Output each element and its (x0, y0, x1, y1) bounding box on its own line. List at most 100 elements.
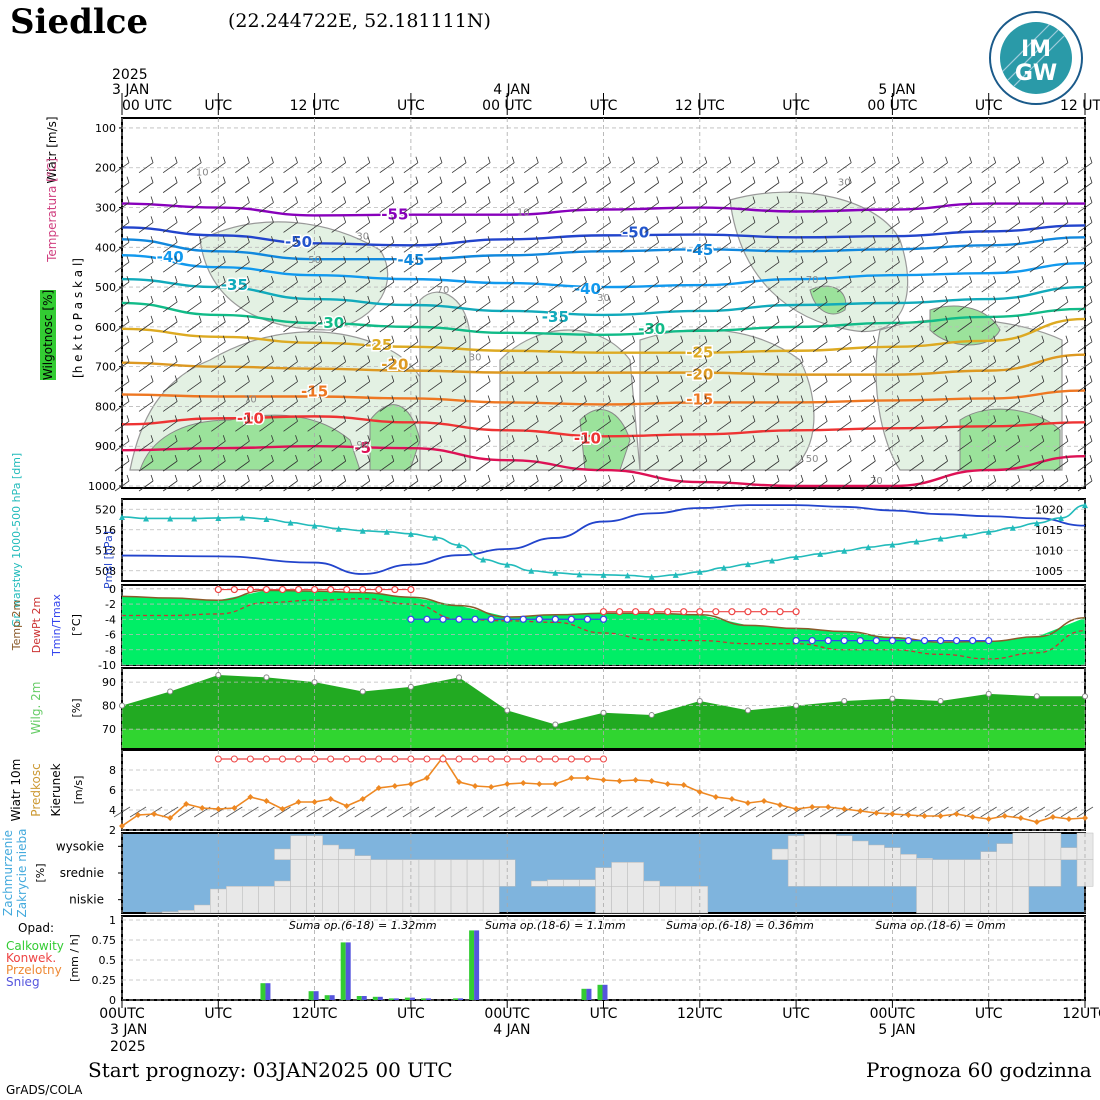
gust-marker (214, 755, 222, 763)
predkosc-label: Predkosc (29, 763, 43, 816)
tmin-line-marker (487, 615, 495, 623)
wind-barb (788, 202, 804, 213)
wind-barb-flag (222, 315, 226, 322)
wind-barb-flag (126, 256, 130, 263)
wind-barb (909, 361, 924, 372)
wind-barb-flag (367, 335, 371, 342)
wind-barb (138, 381, 154, 392)
wind-barb (668, 241, 683, 253)
wind-barb (716, 202, 732, 213)
wind-barb-flag (222, 196, 226, 203)
wind-barb-flag (198, 454, 202, 462)
wind-barb-flag (198, 216, 202, 223)
cloud-bar (226, 886, 243, 914)
wind-barb (451, 460, 467, 472)
wind-barb (211, 162, 226, 174)
temp-unit-label: [°C] (70, 614, 83, 636)
wind-barb (1077, 321, 1093, 333)
wind-barb (596, 301, 611, 313)
thickness-marker (1057, 514, 1064, 521)
gust-marker (230, 755, 238, 763)
wind-barb (716, 321, 732, 333)
wind-barb-flag (174, 275, 178, 283)
wind-barb-flag (319, 415, 322, 422)
wind-barb (788, 381, 804, 392)
wind-barb-flag (1041, 196, 1045, 203)
wind-barb (1029, 301, 1045, 313)
wind-barb (740, 321, 756, 333)
wind-barb (524, 222, 539, 233)
wind-barb (114, 460, 130, 472)
wind-barb-flag (993, 335, 997, 342)
wind-barb-flag (295, 315, 298, 322)
wind-barb (596, 202, 611, 213)
wind-barb (1053, 381, 1069, 392)
wind-barb (211, 460, 226, 472)
wind-speed-marker (728, 796, 735, 802)
wind-barb-flag (921, 256, 924, 263)
wind-barb-flag (632, 196, 635, 203)
wind-barb (162, 182, 178, 193)
wind-barb (716, 361, 732, 372)
wind-barb-flag (126, 295, 130, 303)
rh-marker (1082, 693, 1088, 700)
wind-barb (716, 460, 732, 472)
wind-barb (475, 341, 491, 353)
wind-barb-flag (150, 196, 154, 203)
wind-barb-flag (487, 216, 491, 223)
isotherm-label: -45 (686, 241, 713, 259)
wind-barb (764, 460, 780, 472)
wind-barb (620, 222, 635, 233)
wind-barb-flag (848, 415, 852, 422)
wind-barb (307, 440, 322, 452)
wind-barb (596, 321, 611, 333)
wind-barb-flag (511, 335, 515, 342)
wind-barb (644, 202, 659, 213)
pmsl-tick-label: 1015 (1035, 524, 1063, 537)
cloud-bar (932, 859, 949, 887)
wind-barb (812, 222, 828, 233)
wind-barb-flag (921, 295, 924, 303)
cloud-bar (434, 859, 452, 887)
wind-barb-flag (776, 156, 780, 163)
wind-barb-flag (704, 295, 708, 303)
wind-barb-flag (439, 196, 443, 203)
wind-barb-flag (559, 176, 563, 183)
cloud-bar (819, 859, 837, 887)
wind-barb-flag (415, 176, 419, 183)
wind-barb-flag (897, 454, 900, 462)
wind-barb-flag (969, 355, 973, 362)
wind-barb-flag (415, 355, 419, 362)
wind-barb (812, 401, 828, 412)
wind-barb (138, 301, 154, 313)
isotherm-label: -35 (542, 308, 569, 326)
wind-barb-flag (1041, 275, 1045, 283)
wind-barb (259, 301, 274, 313)
wind-barb (909, 421, 924, 432)
wind-barb-flag (656, 335, 660, 342)
wind-barb (475, 460, 491, 472)
wind-barb (475, 401, 491, 412)
wind-barb (379, 301, 395, 313)
wind-barb (596, 341, 611, 353)
wind-barb-flag (367, 216, 371, 223)
wind-speed-marker (761, 798, 767, 804)
wind-barb (812, 381, 828, 392)
wind-barb-flag (1065, 256, 1069, 263)
thickness-tick-label: 512 (95, 544, 116, 557)
wind-barb-flag (584, 474, 587, 482)
wind-barb-flag (921, 435, 924, 442)
wind-barb-flag (295, 236, 298, 243)
wind-barb (812, 460, 828, 472)
tmax-line-marker (294, 585, 303, 594)
wind-barb-flag (872, 395, 876, 402)
wind-barb-flag (343, 375, 347, 382)
cloud-bar (290, 886, 307, 914)
wind-barb-flag (872, 435, 876, 442)
cloud-bar (322, 844, 339, 860)
pmsl-tick-label: 1005 (1035, 565, 1063, 578)
wind-barb-flag (511, 355, 515, 362)
tmin-line-marker (872, 637, 880, 645)
wind-barb (1005, 341, 1021, 353)
wind-barb (933, 460, 948, 472)
